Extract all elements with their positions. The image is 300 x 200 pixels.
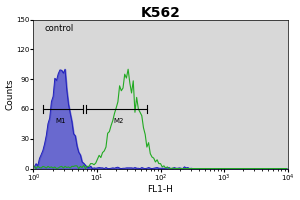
X-axis label: FL1-H: FL1-H: [148, 185, 173, 194]
Text: M2: M2: [113, 118, 123, 124]
Text: control: control: [45, 24, 74, 33]
Title: K562: K562: [141, 6, 180, 20]
Y-axis label: Counts: Counts: [6, 78, 15, 110]
Text: M1: M1: [56, 118, 66, 124]
